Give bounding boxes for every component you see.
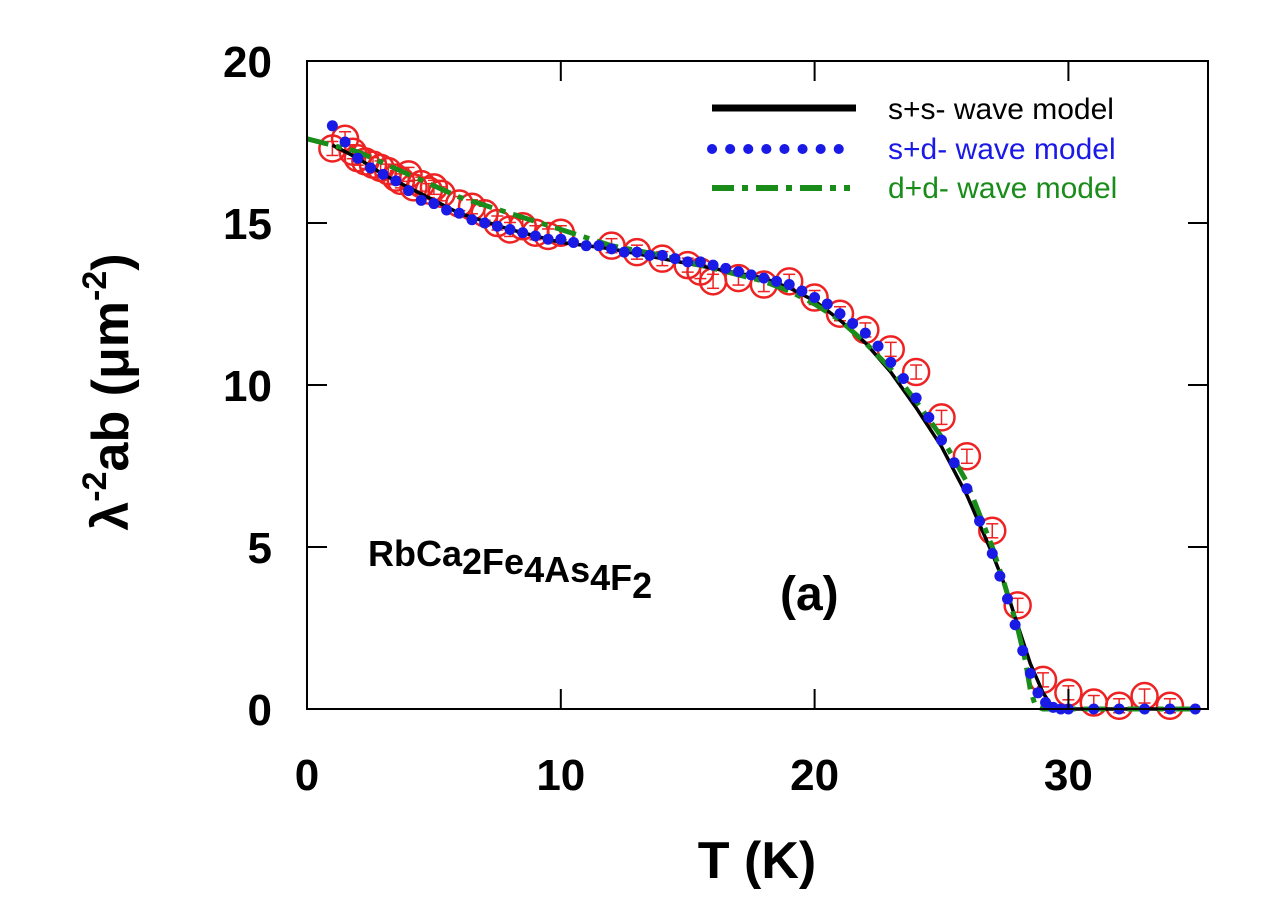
series-sd-point bbox=[428, 198, 440, 210]
y-tick-label: 10 bbox=[223, 362, 272, 411]
series-sd-point bbox=[1017, 645, 1029, 657]
series-sd-point bbox=[821, 298, 833, 310]
series-sd-point bbox=[491, 220, 503, 232]
data-point bbox=[1003, 591, 1032, 620]
series-sd-point bbox=[441, 204, 453, 216]
series-sd-point bbox=[618, 246, 630, 258]
series-sd-point bbox=[994, 570, 1006, 582]
series-sd-point bbox=[707, 259, 719, 271]
series-sd-point bbox=[415, 194, 427, 206]
series-dd-line bbox=[306, 136, 1196, 712]
series-sd-point bbox=[479, 217, 491, 229]
series-sd-point bbox=[606, 243, 618, 255]
series-sd-point bbox=[923, 411, 935, 423]
series-sd-point bbox=[847, 317, 859, 329]
series-sd-point bbox=[974, 515, 986, 527]
legend-label-ss: s+s- wave model bbox=[888, 93, 1114, 126]
series-sd-point bbox=[948, 457, 960, 469]
series-sd-point bbox=[732, 266, 744, 278]
y-axis-title: λ-2ab (μm-2) bbox=[76, 253, 140, 530]
series-sd-point bbox=[1001, 593, 1013, 605]
plot-area bbox=[306, 120, 1201, 721]
series-sd-point bbox=[694, 256, 706, 268]
series-sd-point bbox=[910, 392, 922, 404]
series-sd-point bbox=[364, 162, 376, 174]
y-tick-label: 5 bbox=[248, 524, 272, 573]
series-sd-point bbox=[555, 233, 567, 245]
series-sd-point bbox=[656, 249, 668, 261]
series-sd-point bbox=[986, 547, 998, 559]
series-sd-point bbox=[631, 246, 643, 258]
legend: s+s- wave model s+d- wave model d+d- wav… bbox=[707, 93, 1117, 205]
series-sd-point bbox=[1032, 687, 1044, 699]
series-sd-point bbox=[580, 240, 592, 252]
series-sd-point bbox=[961, 483, 973, 495]
series-sd-point bbox=[377, 168, 389, 180]
axes: 0 10 20 30 0 5 10 15 20 bbox=[223, 38, 1209, 800]
data-point bbox=[1104, 691, 1134, 721]
x-tick-label: 30 bbox=[1044, 751, 1093, 800]
series-sd-point bbox=[720, 262, 732, 274]
series-sd-point bbox=[859, 327, 871, 339]
legend-label-sd: s+d- wave model bbox=[888, 133, 1116, 166]
series-ss-line bbox=[331, 143, 1196, 711]
series-sd-point bbox=[1024, 667, 1036, 679]
series-sd-point bbox=[834, 308, 846, 320]
x-tick-label: 20 bbox=[790, 751, 839, 800]
series-sd-point bbox=[352, 152, 364, 164]
x-tick-label: 0 bbox=[295, 751, 319, 800]
series-sd-point bbox=[936, 434, 948, 446]
data-point bbox=[800, 283, 829, 312]
series-sd-point bbox=[758, 272, 770, 284]
series-sd-point bbox=[783, 279, 795, 291]
data-point bbox=[825, 299, 855, 328]
y-tick-label: 20 bbox=[223, 38, 272, 87]
y-tick-label: 15 bbox=[223, 200, 272, 249]
series-sd-point bbox=[542, 233, 554, 245]
series-sd-point bbox=[567, 236, 579, 248]
series-sd-point bbox=[885, 356, 897, 368]
data-point bbox=[1155, 691, 1185, 721]
series-sd-point bbox=[669, 253, 681, 265]
series-sd-point bbox=[466, 214, 478, 226]
series-sd-point bbox=[897, 373, 909, 385]
series-sd-point bbox=[1009, 619, 1021, 631]
series-sd-point bbox=[339, 136, 351, 148]
series-sd-point bbox=[872, 340, 884, 352]
series-sd-point bbox=[796, 285, 808, 297]
data-point bbox=[427, 179, 456, 209]
compound-label: RbCa2Fe4As4F2 bbox=[368, 533, 652, 606]
series-sd-point bbox=[682, 256, 694, 268]
series-sd-point bbox=[745, 269, 757, 281]
legend-label-dd: d+d- wave model bbox=[888, 172, 1117, 205]
panel-label: (a) bbox=[780, 568, 839, 621]
data-point bbox=[952, 442, 982, 471]
x-axis-title: T (K) bbox=[698, 832, 816, 890]
series-sd-point bbox=[403, 185, 415, 197]
series-sd-point bbox=[593, 240, 605, 252]
data-point bbox=[901, 357, 931, 387]
series-sd-point bbox=[504, 223, 516, 235]
series-sd-point bbox=[771, 275, 783, 287]
series-sd-point bbox=[453, 207, 465, 219]
series-sd-point bbox=[809, 292, 821, 304]
x-tick-label: 10 bbox=[536, 751, 585, 800]
y-tick-label: 0 bbox=[248, 686, 272, 735]
series-sd-point bbox=[529, 230, 541, 242]
series-sd-point bbox=[644, 249, 656, 261]
series-sd-point bbox=[326, 120, 338, 132]
series-sd-point bbox=[517, 227, 529, 239]
series-sd-point bbox=[390, 175, 402, 187]
